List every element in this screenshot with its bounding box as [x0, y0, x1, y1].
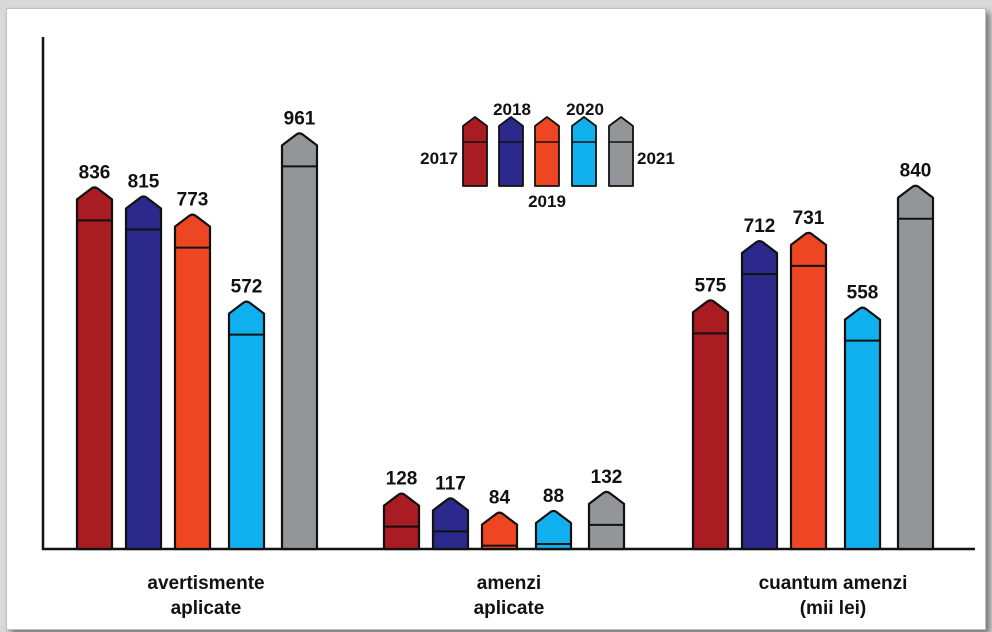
- legend-item-2019: 2019: [528, 116, 566, 211]
- bar-body: [75, 186, 114, 551]
- bar-2018-2: 712: [740, 216, 779, 551]
- value-label: 558: [847, 283, 879, 304]
- category-labels: avertismente aplicate amenzi aplicate cuantu…: [147, 573, 907, 619]
- bar-2021-1: 132: [587, 467, 626, 551]
- bar-2019-0: 773: [173, 190, 212, 551]
- category-label-1-1: aplicate: [474, 598, 545, 619]
- bar-2020-0: 572: [227, 277, 266, 551]
- bar-body: [480, 511, 519, 551]
- bar-2017-2: 575: [691, 275, 730, 551]
- chart-frame: 836 128 575 815 117 712 773 84 731 572 88 558 961 132…: [6, 8, 986, 630]
- value-label: 132: [591, 467, 623, 488]
- value-label: 128: [386, 469, 418, 490]
- value-label: 773: [177, 190, 209, 211]
- bar-2018-0: 815: [124, 172, 163, 551]
- legend-item-2020: 2020: [566, 100, 604, 187]
- legend: 2017 2018 2019 2020 2021: [420, 100, 675, 211]
- value-label: 572: [231, 277, 263, 298]
- bar-body: [789, 231, 828, 551]
- value-label: 961: [284, 108, 316, 129]
- bar-2020-1: 88: [534, 486, 573, 551]
- category-label-0-1: aplicate: [171, 598, 242, 619]
- value-label: 712: [744, 216, 776, 237]
- category-label-2-0: cuantum amenzi: [759, 573, 908, 594]
- value-label: 731: [793, 208, 825, 229]
- category-label-1-0: amenzi: [477, 573, 541, 594]
- legend-swatch: [608, 116, 634, 187]
- value-label: 575: [695, 275, 727, 296]
- bar-2021-2: 840: [896, 161, 935, 551]
- bar-body: [382, 492, 421, 551]
- value-label: 117: [435, 473, 466, 494]
- legend-label: 2019: [528, 192, 566, 211]
- bar-body: [843, 306, 882, 551]
- bars-group: 836 128 575 815 117 712 773 84 731 572 88 558 961 132…: [75, 108, 935, 551]
- legend-swatch: [498, 116, 524, 187]
- bar-body: [587, 490, 626, 551]
- category-label-2-1: (mii lei): [800, 598, 867, 619]
- bar-body: [173, 213, 212, 551]
- bar-body: [431, 497, 470, 551]
- bar-body: [691, 299, 730, 551]
- bar-2021-0: 961: [280, 108, 319, 551]
- legend-label: 2017: [420, 149, 458, 168]
- value-label: 84: [489, 488, 511, 509]
- bar-2019-2: 731: [789, 208, 828, 551]
- bar-body: [124, 195, 163, 551]
- legend-swatch: [462, 116, 488, 187]
- category-label-0-0: avertismente: [147, 573, 264, 594]
- bar-2017-1: 128: [382, 469, 421, 551]
- bar-chart: 836 128 575 815 117 712 773 84 731 572 88 558 961 132…: [41, 37, 975, 619]
- bar-2018-1: 117: [431, 473, 470, 551]
- value-label: 815: [128, 172, 160, 193]
- legend-label: 2018: [493, 100, 531, 119]
- legend-label: 2020: [566, 100, 604, 119]
- bar-body: [896, 184, 935, 551]
- bar-2019-1: 84: [480, 488, 519, 551]
- legend-item-2018: 2018: [493, 100, 531, 187]
- bar-body: [534, 509, 573, 551]
- bar-2020-2: 558: [843, 283, 882, 551]
- value-label: 88: [543, 486, 564, 507]
- legend-swatch: [571, 116, 597, 187]
- legend-swatch: [534, 116, 560, 187]
- bar-body: [740, 239, 779, 551]
- bar-body: [280, 132, 319, 551]
- bar-2017-0: 836: [75, 162, 114, 551]
- legend-item-2017: 2017: [420, 116, 488, 187]
- bar-body: [227, 300, 266, 551]
- value-label: 840: [900, 161, 932, 182]
- legend-item-2021: 2021: [608, 116, 675, 187]
- value-label: 836: [79, 162, 111, 183]
- legend-label: 2021: [637, 149, 675, 168]
